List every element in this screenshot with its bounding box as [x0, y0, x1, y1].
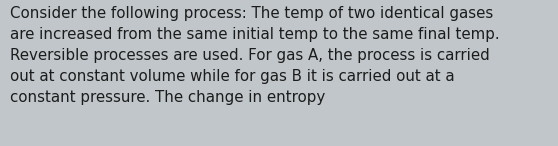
Text: Consider the following process: The temp of two identical gases
are increased fr: Consider the following process: The temp…	[10, 6, 499, 105]
